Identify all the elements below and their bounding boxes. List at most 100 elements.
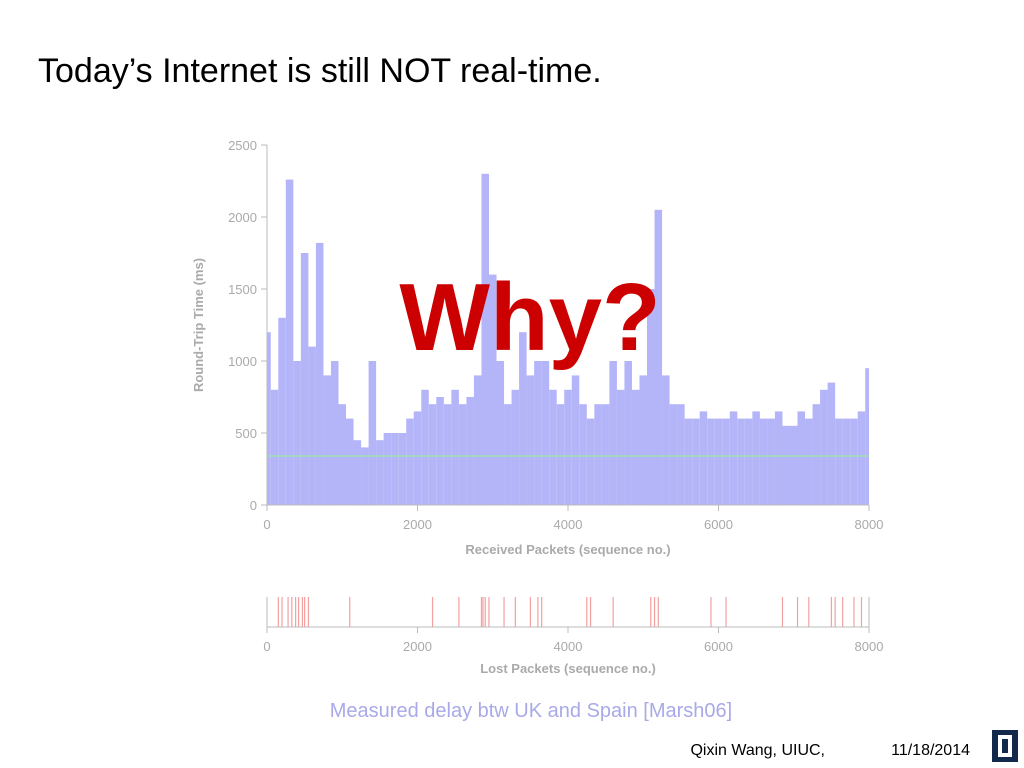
bar [639, 375, 648, 505]
x-tick-label: 6000 [704, 639, 733, 654]
bar [729, 411, 738, 505]
x-tick-label: 2000 [403, 639, 432, 654]
bar [759, 418, 768, 505]
bar [827, 382, 836, 505]
bar [413, 411, 422, 505]
bar [774, 411, 783, 505]
bar [699, 411, 708, 505]
bar [496, 361, 505, 505]
bar [707, 418, 715, 505]
charts: 0 500 1000 1500 2000 2500 Round-Trip Time (ms)… [191, 138, 883, 676]
bar [511, 389, 520, 505]
bar [737, 418, 745, 505]
bar [300, 253, 309, 505]
bar [624, 361, 632, 505]
bar [451, 389, 459, 505]
bar [391, 433, 399, 505]
bar [752, 411, 760, 505]
bar [519, 332, 527, 505]
bar [797, 411, 806, 505]
bar [805, 418, 813, 505]
bar [368, 361, 377, 505]
slide-title: Today’s Internet is still NOT real-time. [38, 52, 602, 90]
bar [692, 418, 700, 505]
bar [556, 404, 565, 505]
bar [285, 179, 294, 505]
bar [270, 389, 279, 505]
x-tick-label: 8000 [855, 639, 884, 654]
y-tick-label: 2000 [228, 210, 257, 225]
x-tick-label: 0 [263, 517, 270, 532]
footer-date: 11/18/2014 [891, 742, 970, 759]
bar [278, 317, 286, 505]
bar [488, 274, 497, 505]
bar [323, 375, 331, 505]
bar [782, 425, 790, 505]
bar [654, 209, 663, 506]
bar [662, 375, 670, 505]
bar [466, 397, 474, 505]
bar [293, 361, 301, 505]
bar [647, 289, 655, 505]
bar [579, 404, 587, 505]
x-axis-label: Lost Packets (sequence no.) [480, 661, 656, 676]
bar [601, 404, 610, 505]
bar [865, 368, 869, 505]
bar [684, 418, 693, 505]
bar [677, 404, 685, 505]
bar [436, 397, 444, 505]
bar [315, 242, 324, 506]
bar [850, 418, 858, 505]
bar [458, 404, 467, 505]
bar [346, 418, 354, 505]
caption: Measured delay btw UK and Spain [Marsh06… [330, 700, 732, 722]
bar [443, 404, 452, 505]
bar [835, 418, 843, 505]
bar [526, 375, 535, 505]
bar [714, 418, 723, 505]
bar [398, 433, 407, 505]
bar [330, 361, 339, 505]
bar [571, 375, 580, 505]
bar [267, 332, 271, 505]
bar [767, 418, 775, 505]
bar [541, 361, 550, 505]
bar [744, 418, 753, 505]
x-tick-label: 0 [263, 639, 270, 654]
overlay-text: Why? [399, 264, 660, 371]
bar [631, 389, 640, 505]
bar [338, 404, 347, 505]
bar [421, 389, 429, 505]
bar [669, 404, 678, 505]
bar [428, 404, 437, 505]
y-axis-label: Round-Trip Time (ms) [191, 258, 206, 392]
footer-author: Qixin Wang, UIUC, [690, 742, 825, 759]
bar [308, 346, 316, 505]
x-tick-label: 4000 [554, 639, 583, 654]
bar [820, 389, 828, 505]
bar [812, 404, 821, 505]
bar [361, 447, 369, 505]
bar [353, 440, 362, 505]
bar [722, 418, 730, 505]
bar [383, 433, 392, 505]
bar [842, 418, 851, 505]
bar [857, 411, 866, 505]
bar [406, 418, 414, 505]
bar [549, 389, 557, 505]
bar [609, 361, 617, 505]
y-tick-label: 0 [250, 498, 257, 513]
bar [504, 404, 512, 505]
y-tick-label: 1000 [228, 354, 257, 369]
x-axis-label: Received Packets (sequence no.) [465, 542, 670, 557]
bar [534, 361, 542, 505]
x-tick-label: 6000 [704, 517, 733, 532]
bar [376, 440, 384, 505]
y-tick-label: 500 [235, 426, 257, 441]
bar [789, 425, 798, 505]
bar [481, 173, 489, 506]
bar [594, 404, 602, 505]
bar [616, 389, 625, 505]
